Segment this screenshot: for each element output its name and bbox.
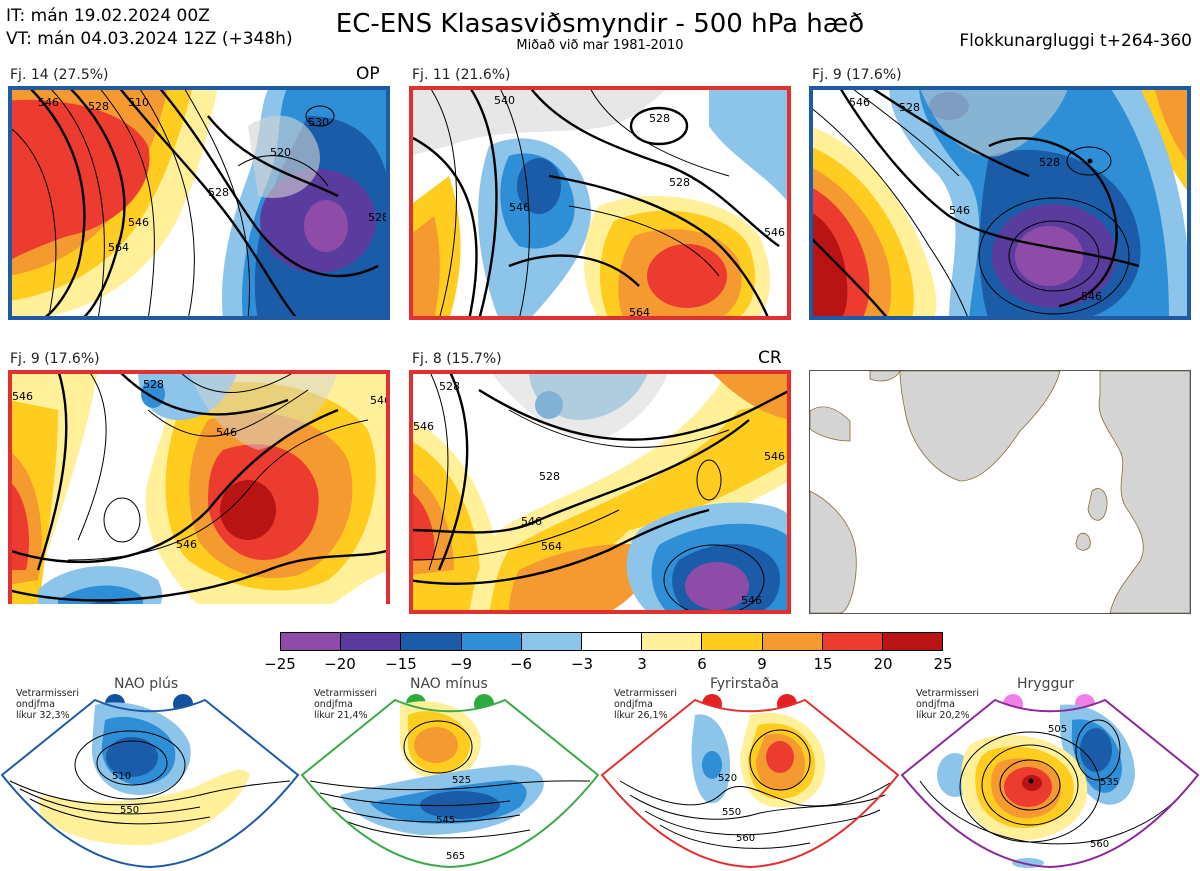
colorbar-tick: −9 <box>449 655 473 673</box>
colorbar-swatch <box>882 633 943 650</box>
contour-label: 528 <box>143 378 164 391</box>
contour-label: 545 <box>436 815 455 826</box>
regime-title: NAO plús <box>114 676 179 692</box>
contour-label: 546 <box>370 394 390 407</box>
colorbar-tick: 15 <box>813 655 833 673</box>
contour-label: 546 <box>509 201 530 214</box>
contour-label: 528 <box>208 186 229 199</box>
panel-label: Fj. 11 (21.6%) <box>412 67 511 83</box>
colorbar-swatch <box>581 633 643 650</box>
contour-label: 546 <box>764 226 785 239</box>
colorbar-tick: −25 <box>264 655 296 673</box>
colorbar-tick: −6 <box>509 655 533 673</box>
panel-tag: CR <box>758 348 782 368</box>
empty-basemap <box>809 370 1191 614</box>
panel-tag: OP <box>356 64 380 84</box>
cluster-map-3: 546 528 546 528 546 564 <box>809 86 1191 320</box>
contour-label: 528 <box>368 211 389 224</box>
regime-note: Vetrarmisseri ondjfma líkur 32,3% <box>16 688 79 721</box>
cluster-map-1: 546 528 510 546 528 564 530 520 528 546 <box>8 86 390 320</box>
contour-label: 528 <box>88 100 109 113</box>
contour-label: 546 <box>38 96 59 109</box>
contour-label: 510 <box>112 771 131 782</box>
contour-label: 560 <box>736 833 755 844</box>
contour-label: 546 <box>1081 290 1102 303</box>
regime-note: Vetrarmisseri ondjfma líkur 20,2% <box>916 688 979 721</box>
contour-label: 528 <box>1039 156 1060 169</box>
regime-note: Vetrarmisseri ondjfma líkur 26,1% <box>614 688 677 721</box>
contour-label: 564 <box>629 306 650 319</box>
cluster-map-4: 546 528 546 564 546 546 <box>8 370 390 604</box>
classification-window: Flokkunargluggi t+264-360 <box>959 31 1192 51</box>
contour-label: 546 <box>128 216 149 229</box>
regime-map-nao-minus: 525 545 565 <box>300 698 600 869</box>
regime-title: Hryggur <box>1017 676 1074 692</box>
contour-label: 564 <box>108 241 129 254</box>
colorbar-tick: −20 <box>324 655 356 673</box>
contour-label: 565 <box>446 851 465 862</box>
panel-label: Fj. 8 (15.7%) <box>412 351 502 367</box>
cluster-map-2: 540 528 528 546 546 564 <box>409 86 791 320</box>
colorbar-tick: −15 <box>385 655 417 673</box>
contour-label: 528 <box>899 101 920 114</box>
contour-label: 546 <box>849 96 870 109</box>
colorbar-swatch <box>281 633 342 650</box>
colorbar-tick: 9 <box>757 655 767 673</box>
contour-label: 546 <box>12 390 33 403</box>
colorbar-swatch <box>341 633 402 650</box>
colorbar-swatch <box>401 633 462 650</box>
contour-label: 564 <box>158 602 179 604</box>
panel-label: Fj. 9 (17.6%) <box>812 67 902 83</box>
contour-label: 560 <box>1090 839 1109 850</box>
colorbar-swatch <box>762 633 823 650</box>
regime-map-ridge: 505 535 560 <box>900 698 1200 869</box>
contour-label: 550 <box>722 807 741 818</box>
contour-label: 525 <box>452 775 471 786</box>
contour-label: 520 <box>718 773 737 784</box>
colorbar-tick: 6 <box>697 655 707 673</box>
contour-label: 528 <box>439 380 460 393</box>
colorbar-tick: −3 <box>570 655 594 673</box>
page-subtitle: Miðað við mar 1981-2010 <box>516 38 684 53</box>
contour-label: 528 <box>669 176 690 189</box>
colorbar-swatch <box>702 633 763 650</box>
colorbar-swatch <box>822 633 883 650</box>
panel-label: Fj. 9 (17.6%) <box>10 351 100 367</box>
contour-label: 530 <box>308 116 329 129</box>
regime-map-blocking: 520 550 560 <box>600 698 900 869</box>
contour-label: 546 <box>764 450 785 463</box>
colorbar-swatch <box>521 633 582 650</box>
regime-title: NAO mínus <box>410 676 488 692</box>
colorbar-tick: 25 <box>933 655 953 673</box>
colorbar-swatch <box>461 633 522 650</box>
panel-label: Fj. 14 (27.5%) <box>10 67 109 83</box>
contour-label: 520 <box>270 146 291 159</box>
contour-label: 528 <box>649 112 670 125</box>
page-title: EC-ENS Klasasviðsmyndir - 500 hPa hæð <box>335 9 865 39</box>
contour-label: 528 <box>539 470 560 483</box>
contour-label: 546 <box>216 426 237 439</box>
contour-label: 535 <box>1100 777 1119 788</box>
contour-label: 546 <box>949 204 970 217</box>
contour-label: 546 <box>176 538 197 551</box>
contour-label: 510 <box>128 96 149 109</box>
colorbar-swatch <box>642 633 703 650</box>
regime-map-nao-plus: 510 550 <box>0 698 300 869</box>
contour-label: 564 <box>541 540 562 553</box>
contour-label: 546 <box>521 515 542 528</box>
regime-note: Vetrarmisseri ondjfma líkur 21,4% <box>314 688 377 721</box>
contour-label: 540 <box>494 94 515 107</box>
contour-label: 546 <box>741 594 762 607</box>
valid-time: VT: mán 04.03.2024 12Z (+348h) <box>6 29 293 49</box>
colorbar-tick: 3 <box>637 655 647 673</box>
colorbar-tick: 20 <box>873 655 893 673</box>
contour-label: 505 <box>1048 724 1067 735</box>
contour-label: 550 <box>120 805 139 816</box>
contour-label: 546 <box>413 420 434 433</box>
init-time: IT: mán 19.02.2024 00Z <box>6 6 210 26</box>
regime-title: Fyrirstaða <box>710 676 779 692</box>
colorbar <box>280 632 943 651</box>
cluster-map-5: 546 528 528 546 546 564 546 <box>409 370 791 614</box>
